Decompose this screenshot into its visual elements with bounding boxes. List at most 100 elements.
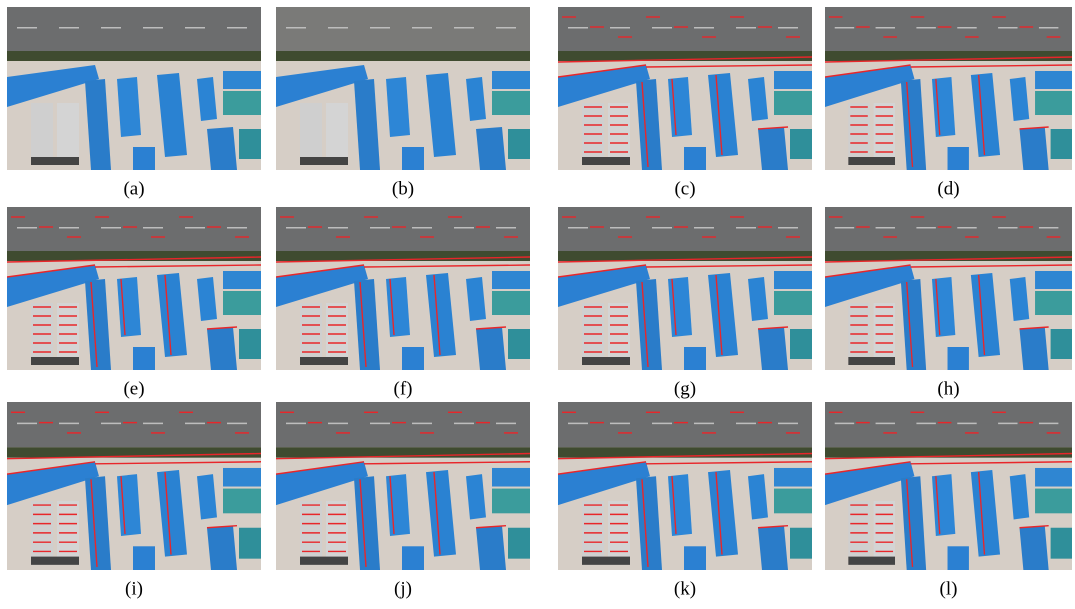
scene-shape [932, 474, 955, 536]
road [825, 207, 1072, 251]
lane-mark [652, 227, 672, 229]
panel-caption: (a) [123, 178, 144, 199]
lane-mark [957, 423, 976, 425]
panel-caption: (i) [125, 578, 143, 599]
scene-shape [790, 329, 812, 359]
lane-mark [610, 423, 630, 425]
scene-shape [932, 277, 955, 337]
scene-shape [582, 303, 604, 359]
scene-shape [31, 501, 53, 559]
scene-shape [684, 347, 706, 370]
lane-mark [227, 227, 247, 229]
lane-mark [412, 227, 432, 229]
scene-shape [300, 501, 322, 559]
scene-shape [932, 77, 955, 137]
scene-shape [492, 291, 530, 315]
scene-shape [492, 91, 530, 115]
scene-shape [582, 157, 630, 165]
lane-mark [957, 227, 976, 229]
scene-shape [239, 129, 261, 159]
scene-shape [774, 489, 812, 514]
scene-shape [57, 303, 79, 359]
scene-shape [133, 347, 155, 370]
scene-shape [1035, 489, 1072, 514]
scene-shape [848, 157, 895, 165]
scene-shape [848, 501, 869, 559]
lane-mark [835, 27, 854, 29]
scene-shape [848, 103, 869, 159]
tree-line [7, 51, 261, 61]
lane-mark [652, 423, 672, 425]
scene-shape [774, 291, 812, 315]
panel-caption: (j) [394, 578, 412, 599]
lane-mark [143, 423, 163, 425]
lane-mark [916, 27, 935, 29]
panel-image [825, 402, 1072, 570]
scene-shape [508, 329, 530, 359]
scene-shape [668, 474, 692, 536]
scene-shape [476, 127, 506, 170]
lane-mark [101, 227, 121, 229]
lane-mark [17, 227, 37, 229]
lane-mark [778, 27, 798, 29]
lane-mark [957, 27, 976, 29]
scene-shape [300, 157, 348, 165]
scene-shape [948, 147, 969, 170]
panel-caption: (h) [937, 378, 959, 399]
scene-shape [31, 103, 53, 159]
lane-mark [17, 27, 37, 29]
scene-shape [1035, 91, 1072, 115]
scene-shape [582, 501, 604, 559]
scene-shape [668, 77, 692, 137]
road [558, 402, 812, 447]
scene-shape [848, 357, 895, 365]
scene-shape [848, 303, 869, 359]
scene-shape [1051, 329, 1072, 359]
scene-shape [1019, 327, 1048, 370]
scene-shape [300, 103, 322, 159]
lane-mark [736, 423, 756, 425]
lane-mark [998, 27, 1017, 29]
scene-shape [582, 357, 630, 365]
scene-shape [31, 557, 79, 565]
scene-shape [31, 303, 53, 359]
lane-mark [496, 27, 516, 29]
lane-mark [998, 227, 1017, 229]
lane-mark [610, 27, 630, 29]
lane-mark [694, 227, 714, 229]
scene-shape [476, 526, 506, 570]
scene-shape [57, 103, 79, 159]
panel-image [276, 207, 530, 370]
road [558, 7, 812, 51]
lane-mark [835, 423, 854, 425]
scene-shape [223, 91, 261, 115]
scene-shape [758, 127, 788, 170]
scene-shape [402, 546, 424, 570]
scene-shape [582, 103, 604, 159]
lane-mark [370, 227, 390, 229]
scene-shape [948, 546, 969, 570]
scene-shape [608, 303, 630, 359]
lane-mark [143, 27, 163, 29]
lane-mark [59, 27, 79, 29]
lane-mark [876, 227, 895, 229]
lane-mark [876, 27, 895, 29]
scene-shape [1035, 291, 1072, 315]
figure: (a)(b)(c)(d)(e)(f)(g)(h)(i)(j)(k)(l) [0, 0, 1075, 604]
scene-shape [223, 489, 261, 514]
scene-shape [223, 271, 261, 289]
panel-caption: (l) [940, 578, 958, 599]
panel-image [558, 207, 812, 370]
scene-shape [1019, 526, 1048, 570]
lane-mark [778, 227, 798, 229]
scene-shape [758, 327, 788, 370]
panel-image [276, 7, 530, 170]
scene-shape [300, 357, 348, 365]
scene-shape [386, 77, 410, 137]
scene-shape [848, 557, 895, 565]
lane-mark [227, 27, 247, 29]
scene-shape [117, 77, 141, 137]
scene-shape [492, 489, 530, 514]
tree-line [276, 51, 530, 61]
panel-caption: (f) [394, 378, 413, 399]
